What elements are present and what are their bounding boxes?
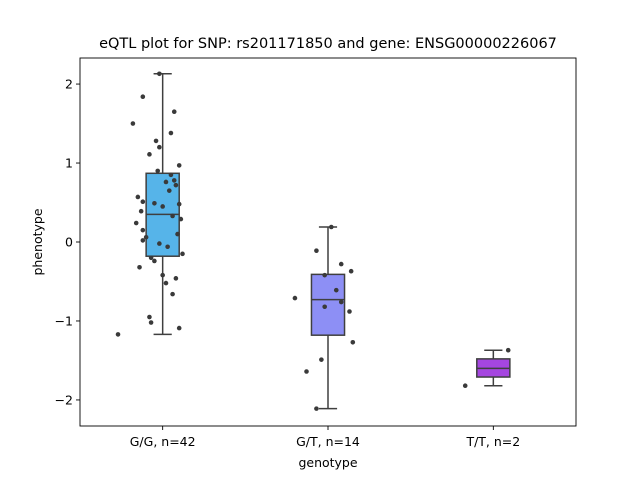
data-point [338,261,344,267]
x-axis: G/G, n=42 G/T, n=14 T/T, n=2 [130,426,520,449]
data-point [160,272,165,278]
y-tick-label: −1 [55,313,73,328]
data-point [138,208,144,214]
data-point [152,201,157,206]
data-point [140,94,146,99]
y-tick-label: −2 [55,392,73,407]
x-axis-label: genotype [298,455,357,470]
x-tick-label: G/T, n=14 [296,434,360,449]
data-point [140,227,146,233]
data-point [147,152,152,157]
data-point [292,295,298,301]
data-point [322,272,327,278]
data-point [147,314,152,320]
data-point [130,121,136,126]
data-point [160,204,165,209]
y-tick-label: 2 [65,77,73,92]
data-point [178,216,184,222]
data-point [135,194,141,200]
data-point [143,234,149,240]
data-point [333,287,339,293]
data-point [171,178,177,183]
data-point [168,130,174,136]
data-point [133,220,139,226]
data-point [176,163,182,168]
box-group [310,226,346,410]
data-point [148,320,154,325]
data-point [137,264,142,270]
box-iqr [310,273,346,336]
data-point [165,244,170,250]
data-point [155,168,161,174]
data-point [173,276,179,281]
data-point [462,383,468,389]
data-point [322,304,327,310]
point-layer [115,71,511,411]
data-point [148,255,154,261]
data-point [348,268,354,274]
data-point [304,369,309,374]
data-point [168,172,174,178]
data-point [163,179,169,185]
data-point [140,199,146,205]
data-point [152,258,157,264]
box-group [476,349,511,387]
y-tick-label: 1 [65,156,73,171]
data-point [175,231,180,237]
x-tick-label: G/G, n=42 [130,434,196,449]
box-layer [145,73,511,410]
y-tick-label: 0 [65,235,73,250]
x-tick-label: T/T, n=2 [465,434,520,449]
data-point [157,71,162,77]
data-point [314,406,319,411]
data-point [180,251,185,257]
data-point [170,213,175,219]
data-point [157,144,162,150]
data-point [176,325,182,331]
data-point [314,248,319,253]
data-point [115,332,121,337]
data-point [140,238,146,243]
data-point [176,201,182,207]
data-point [338,299,344,305]
data-point [329,224,334,230]
chart-title: eQTL plot for SNP: rs201171850 and gene:… [99,36,557,52]
data-point [350,339,356,345]
data-point [170,291,175,297]
data-point [505,347,511,353]
y-axis-label: phenotype [30,208,45,275]
data-point [166,188,172,193]
data-point [157,241,162,246]
data-point [173,182,179,188]
data-point [163,280,169,286]
y-axis: −2 −1 0 1 2 [55,77,80,407]
data-point [171,109,177,114]
data-point [347,309,352,314]
data-point [153,138,159,144]
data-point [319,357,324,362]
